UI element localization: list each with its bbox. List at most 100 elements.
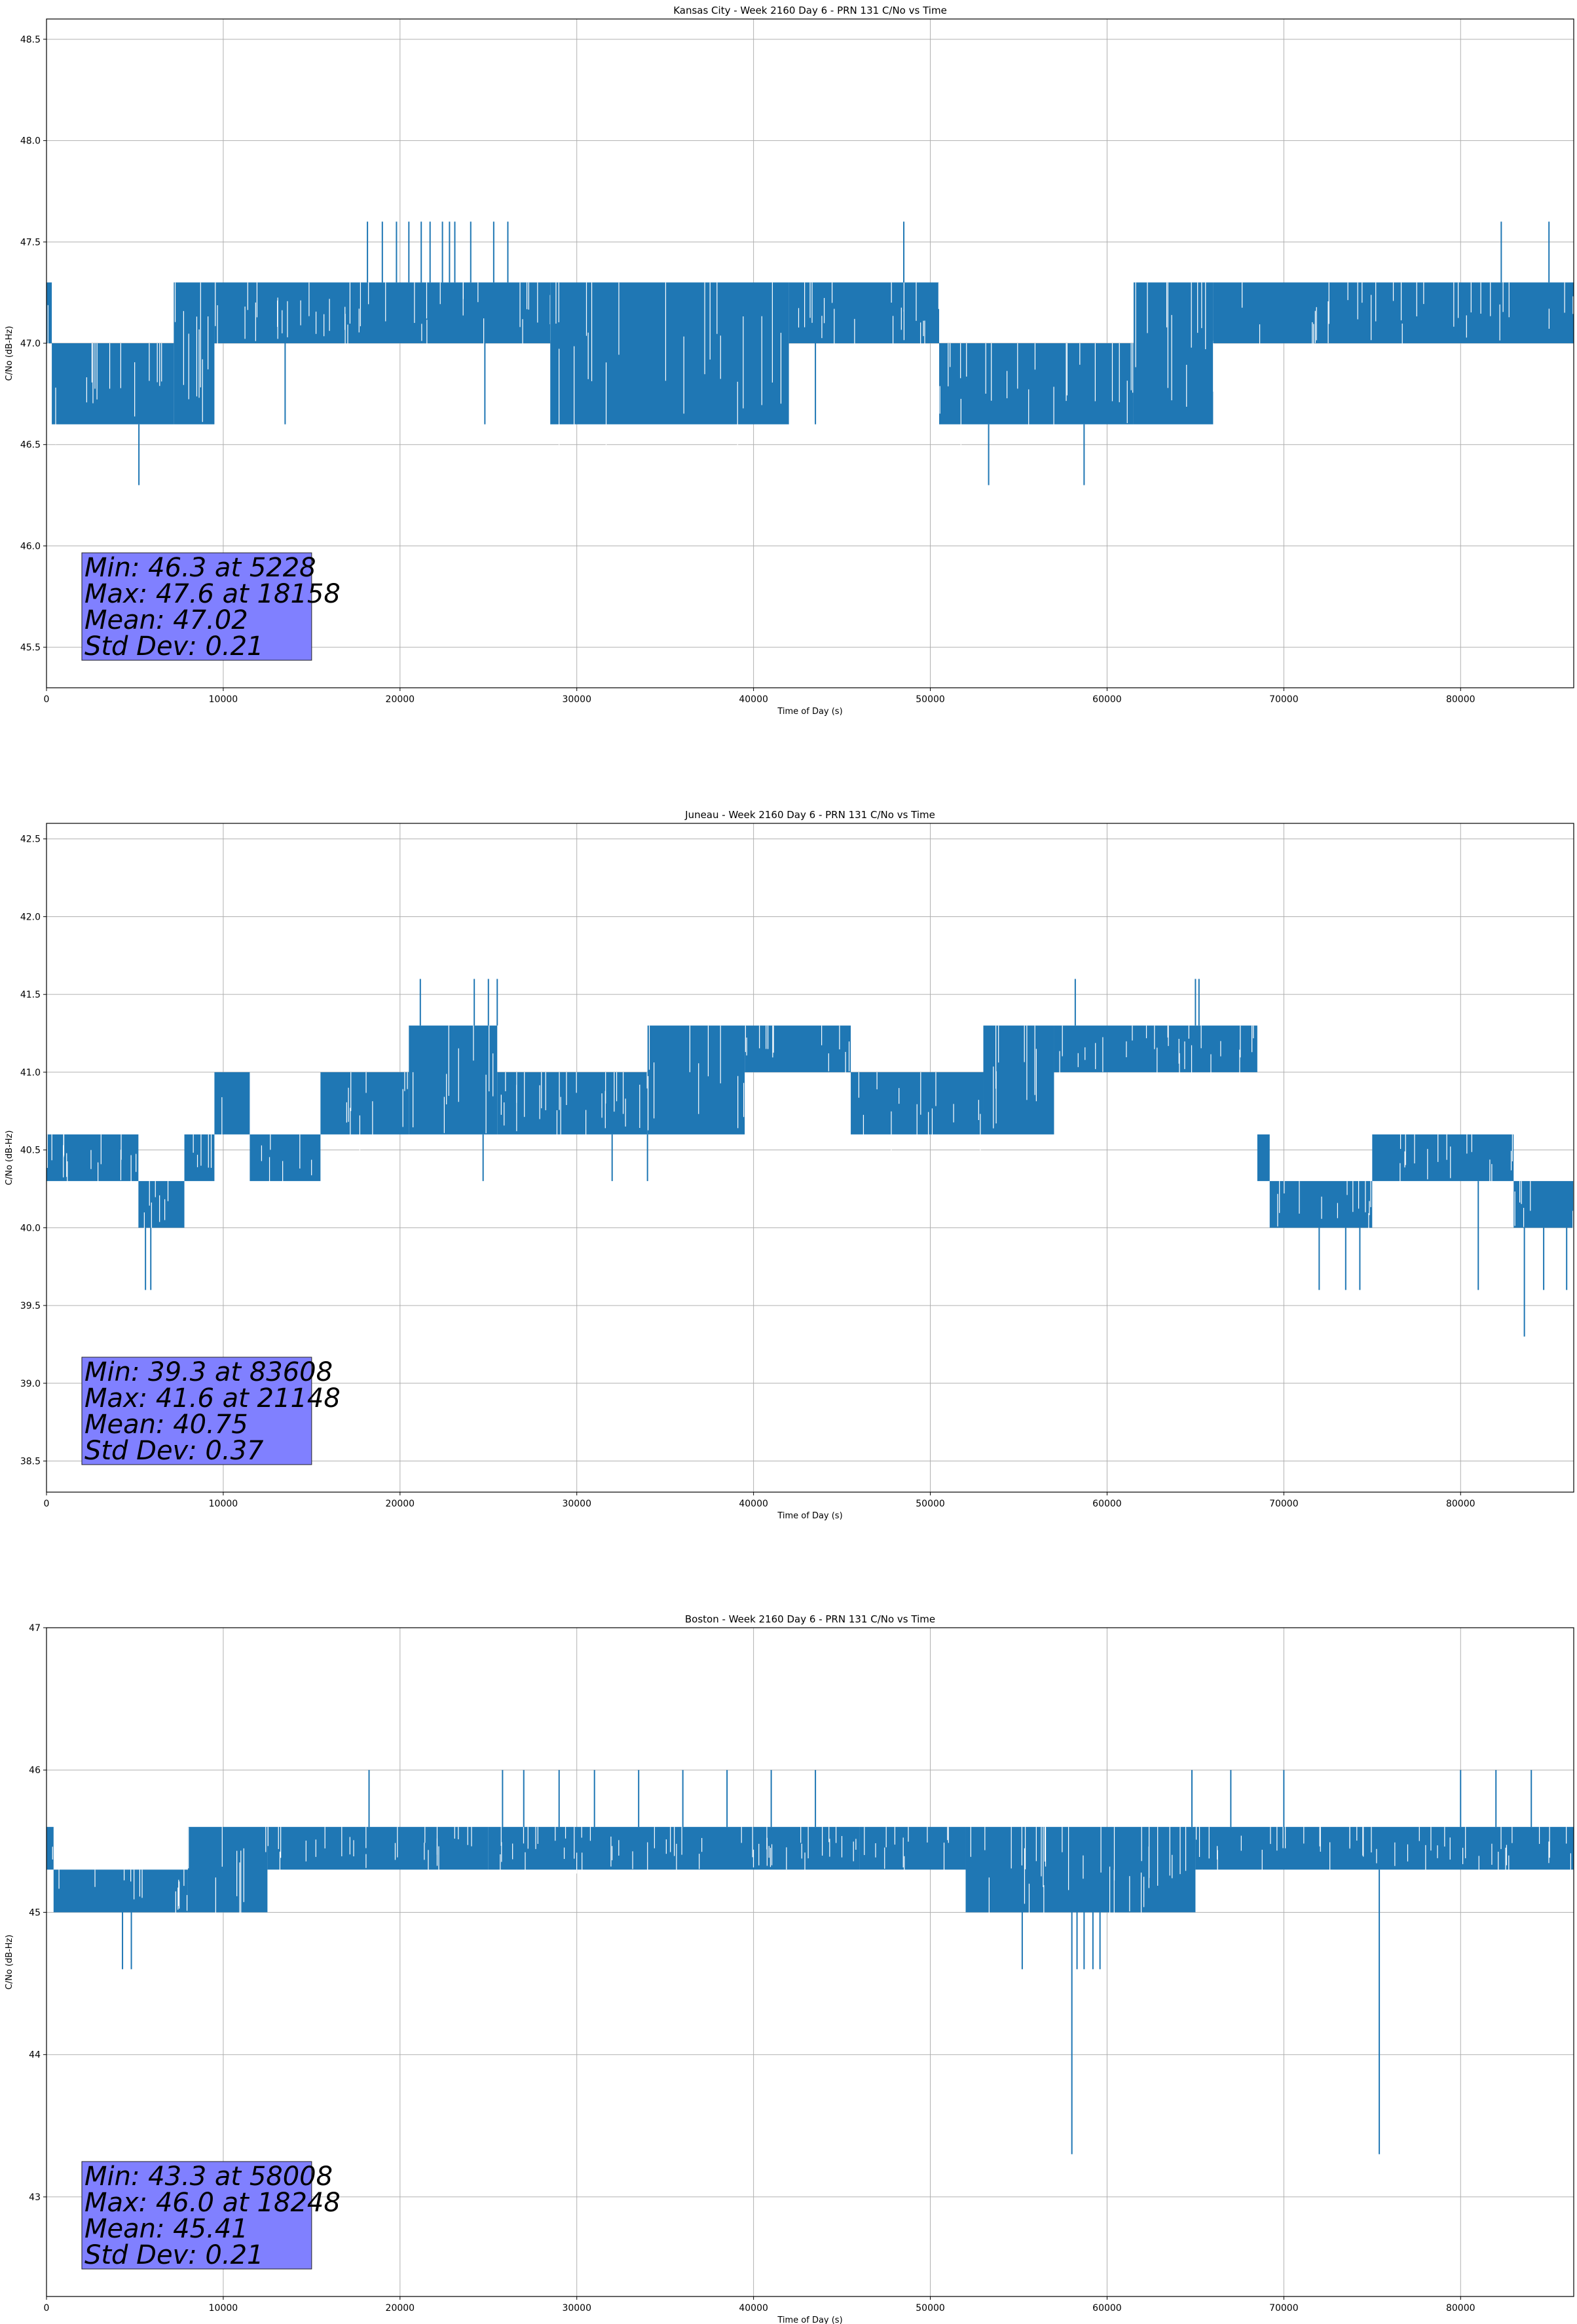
band-gap (1094, 343, 1096, 402)
band-gap (188, 1827, 189, 1869)
band-gap (616, 1072, 618, 1102)
band-gap (670, 1827, 671, 1852)
band-gap (741, 1827, 742, 1843)
band-gap (341, 1827, 343, 1856)
band-segment (647, 1025, 745, 1134)
band-gap (157, 343, 158, 383)
band-gap (109, 343, 111, 389)
band-gap (143, 1212, 145, 1233)
chart-title: Juneau - Week 2160 Day 6 - PRN 131 C/No … (684, 809, 935, 821)
x-tick-label: 10000 (209, 2303, 238, 2314)
stats-line: Mean: 40.75 (84, 1410, 248, 1440)
band-segment (184, 1134, 215, 1182)
band-gap (1197, 282, 1198, 333)
band-gap (654, 1827, 655, 1848)
band-gap (704, 282, 705, 375)
band-gap (1548, 1841, 1549, 1864)
band-gap (1143, 1877, 1145, 1907)
band-gap (720, 1025, 721, 1083)
band-gap (984, 1827, 986, 1850)
band-gap (196, 1154, 198, 1167)
band-gap (804, 282, 806, 328)
band-segment (138, 1181, 185, 1228)
band-gap (885, 1827, 887, 1848)
band-gap (52, 1846, 53, 1860)
band-gap (1239, 1049, 1240, 1076)
x-tick-label: 40000 (739, 1499, 768, 1509)
band-gap (839, 1025, 840, 1050)
band-gap (1320, 1827, 1321, 1852)
band-segment (965, 1827, 1196, 1913)
band-gap (177, 1887, 179, 1910)
x-axis-label: Time of Day (s) (777, 1511, 842, 1521)
band-gap (1510, 1151, 1512, 1171)
band-segment (320, 1072, 409, 1134)
band-gap (1512, 1134, 1513, 1161)
band-gap (610, 1836, 612, 1867)
band-gap (1113, 1827, 1115, 1881)
band-gap (282, 1161, 284, 1195)
band-segment (409, 1025, 498, 1134)
band-gap (269, 1157, 270, 1185)
band-gap (541, 1072, 542, 1108)
band-gap (1276, 1827, 1278, 1851)
band-gap (1270, 1827, 1271, 1845)
band-gap (1043, 1885, 1045, 1948)
band-gap (1024, 1827, 1026, 1869)
band-gap (462, 282, 464, 299)
band-gap (1220, 1041, 1221, 1057)
band-gap (1465, 1827, 1466, 1858)
band-gap (1201, 282, 1202, 328)
band-gap (772, 1025, 773, 1058)
band-gap (1375, 282, 1377, 322)
band-gap (141, 1869, 143, 1898)
x-tick-label: 70000 (1269, 2303, 1299, 2314)
band-gap (768, 1846, 770, 1858)
band-segment (550, 282, 789, 424)
band-gap (988, 1877, 990, 1926)
data-series (46, 979, 1574, 1337)
band-gap (130, 1869, 132, 1882)
band-gap (1068, 1827, 1069, 1890)
band-gap (92, 343, 94, 403)
band-gap (505, 1072, 506, 1091)
band-gap (198, 329, 200, 398)
band-gap (1423, 282, 1424, 305)
band-gap (565, 1827, 566, 1839)
band-gap (516, 1085, 517, 1131)
band-gap (1141, 1827, 1142, 1862)
band-gap (916, 1104, 918, 1147)
band-gap (1059, 1051, 1060, 1079)
band-gap (1028, 1883, 1030, 1915)
band-gap (210, 1134, 212, 1168)
band-gap (1462, 1847, 1464, 1864)
band-gap (807, 1827, 809, 1859)
band-gap (492, 1053, 494, 1096)
y-tick-label: 39.0 (20, 1379, 41, 1389)
band-gap (1314, 310, 1316, 343)
y-tick-label: 40.5 (20, 1146, 41, 1156)
band-gap (821, 1025, 823, 1045)
band-gap (1077, 1053, 1079, 1068)
band-gap (278, 1827, 279, 1849)
plot-frame (46, 823, 1574, 1493)
band-gap (300, 300, 301, 326)
band-gap (394, 1843, 396, 1860)
band-gap (347, 324, 348, 355)
band-segment (52, 343, 174, 424)
band-gap (1523, 1208, 1525, 1228)
band-gap (483, 318, 485, 347)
band-gap (522, 319, 523, 350)
band-gap (587, 332, 589, 379)
band-gap (853, 1841, 854, 1862)
band-segment (1269, 1181, 1373, 1228)
band-gap (1491, 1843, 1493, 1865)
band-gap (1470, 282, 1472, 312)
band-gap (1145, 1025, 1147, 1039)
band-gap (346, 1102, 347, 1123)
band-gap (500, 1095, 502, 1115)
band-gap (771, 1844, 773, 1865)
x-tick-label: 60000 (1092, 2303, 1122, 2314)
band-gap (1508, 282, 1510, 318)
band-gap (1132, 343, 1134, 393)
